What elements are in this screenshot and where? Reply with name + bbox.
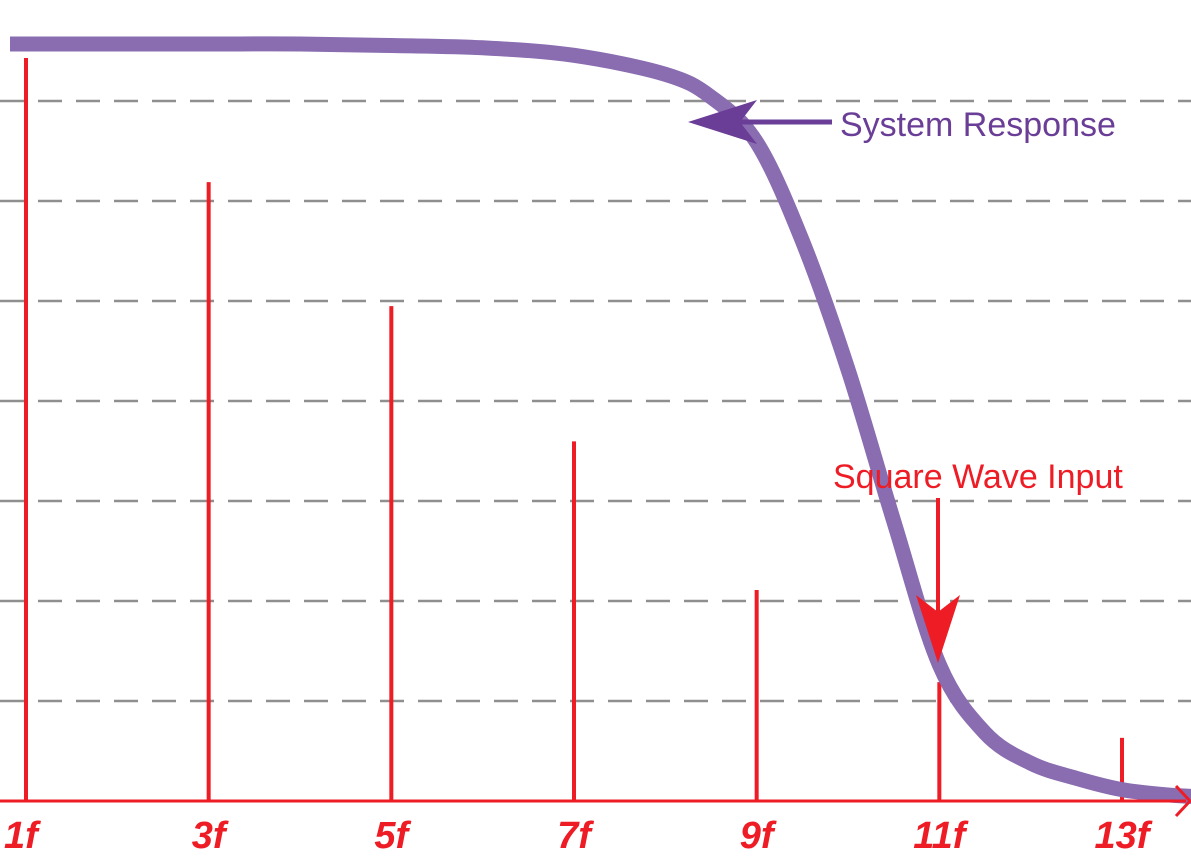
- square-wave-input-annotation: Square Wave Input: [833, 458, 1123, 663]
- gridlines: [0, 99, 1191, 703]
- square-wave-input-label: Square Wave Input: [833, 458, 1123, 496]
- x-tick-labels: 1f 3f 5f 7f 9f 11f 13f: [4, 815, 1153, 857]
- system-response-annotation: System Response: [688, 100, 1116, 144]
- tick-label-7f: 7f: [557, 815, 594, 857]
- square-wave-harmonics: [24, 58, 1124, 801]
- tick-label-11f: 11f: [913, 815, 968, 857]
- response-arrow-head-icon: [688, 100, 757, 144]
- tick-label-5f: 5f: [374, 815, 411, 857]
- tick-label-3f: 3f: [192, 815, 229, 857]
- x-axis-arrow-icon: [1174, 784, 1191, 818]
- system-response-label: System Response: [840, 106, 1116, 144]
- tick-label-9f: 9f: [740, 815, 777, 857]
- x-axis: [0, 784, 1191, 818]
- tick-label-13f: 13f: [1095, 815, 1153, 857]
- tick-label-1f: 1f: [4, 815, 41, 857]
- system-response-curve: [9, 36, 1191, 804]
- input-arrow-head-icon: [916, 595, 960, 663]
